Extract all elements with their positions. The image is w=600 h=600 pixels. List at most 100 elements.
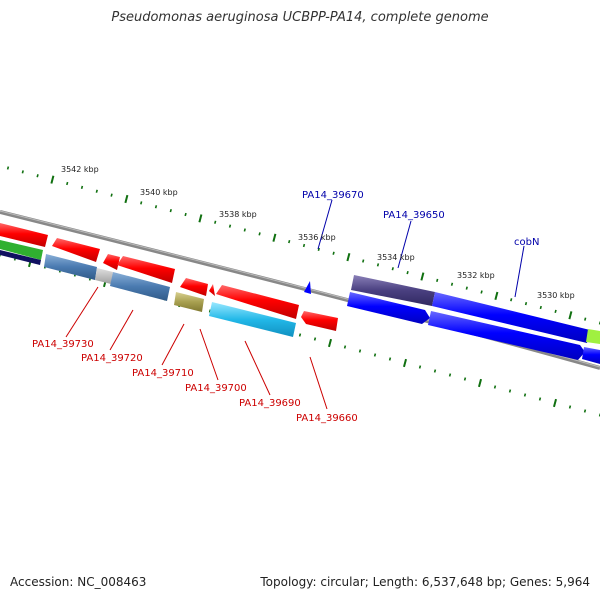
scale-minor-tick bbox=[465, 286, 468, 290]
scale-label: 3540 kbp bbox=[140, 188, 178, 197]
scale-minor-tick bbox=[510, 298, 513, 302]
gene-label-pa14-39710[interactable]: PA14_39710 bbox=[132, 368, 194, 379]
scale-major-tick bbox=[328, 338, 332, 348]
scale-minor-tick bbox=[298, 333, 302, 337]
gene-label-cobn[interactable]: cobN bbox=[514, 237, 539, 248]
leader-line bbox=[309, 356, 328, 410]
scale-labels: 3542 kbp 3540 kbp 3538 kbp 3536 kbp 3534… bbox=[61, 165, 575, 300]
gene-feature[interactable] bbox=[174, 292, 204, 312]
scale-major-tick bbox=[50, 175, 55, 184]
scale-minor-tick bbox=[436, 278, 439, 283]
scale-minor-tick bbox=[36, 174, 39, 178]
scale-minor-tick bbox=[228, 224, 232, 228]
gene-label-pa14-39730[interactable]: PA14_39730 bbox=[32, 339, 94, 350]
scale-label: 3538 kbp bbox=[219, 210, 257, 219]
scale-minor-tick bbox=[258, 232, 261, 236]
scale-minor-tick bbox=[6, 166, 10, 170]
gene-feature[interactable] bbox=[432, 292, 590, 343]
gene-feature[interactable] bbox=[103, 254, 120, 270]
scale-label: 3532 kbp bbox=[457, 271, 495, 280]
scale-minor-tick bbox=[508, 389, 512, 393]
scale-minor-tick bbox=[332, 251, 335, 255]
gene-feature[interactable] bbox=[582, 347, 600, 364]
scale-minor-tick bbox=[214, 220, 217, 224]
gene-feature[interactable] bbox=[304, 281, 311, 294]
scale-label: 3536 kbp bbox=[298, 233, 336, 242]
gene-feature[interactable] bbox=[347, 292, 430, 324]
gene-feature[interactable] bbox=[95, 268, 113, 284]
gene-feature[interactable] bbox=[209, 284, 215, 296]
scale-minor-tick bbox=[523, 393, 527, 397]
scale-minor-tick bbox=[80, 185, 84, 190]
scale-major-tick bbox=[198, 214, 203, 223]
gene-feature[interactable] bbox=[110, 272, 170, 301]
leader-line bbox=[109, 309, 134, 351]
scale-label: 3530 kbp bbox=[537, 291, 575, 300]
scale-minor-tick bbox=[184, 212, 187, 217]
scale-minor-tick bbox=[317, 247, 320, 252]
gene-feature[interactable] bbox=[209, 302, 296, 337]
scale-minor-tick bbox=[391, 267, 394, 271]
gene-feature[interactable] bbox=[0, 240, 43, 260]
scale-minor-tick bbox=[583, 409, 587, 413]
gene-feature[interactable] bbox=[301, 311, 338, 331]
scale-minor-tick bbox=[493, 385, 497, 389]
gene-feature[interactable] bbox=[428, 311, 585, 360]
scale-minor-tick bbox=[388, 357, 392, 361]
scale-label: 3534 kbp bbox=[377, 253, 415, 262]
scale-minor-tick bbox=[313, 337, 317, 341]
scale-major-tick bbox=[272, 233, 277, 242]
forward-strand-features bbox=[0, 240, 600, 364]
scale-minor-tick bbox=[448, 373, 452, 377]
gene-feature[interactable] bbox=[586, 329, 600, 344]
scale-major-tick bbox=[478, 378, 482, 388]
scale-major-tick bbox=[494, 291, 499, 300]
gene-feature[interactable] bbox=[216, 285, 299, 319]
leader-line bbox=[317, 199, 333, 250]
gene-feature[interactable] bbox=[52, 238, 100, 262]
scale-minor-tick bbox=[343, 345, 347, 349]
gene-label-pa14-39720[interactable]: PA14_39720 bbox=[81, 353, 143, 364]
scale-minor-tick bbox=[480, 290, 483, 294]
gene-label-pa14-39650[interactable]: PA14_39650 bbox=[383, 210, 445, 221]
scale-major-tick bbox=[553, 398, 557, 408]
gene-feature[interactable] bbox=[180, 278, 208, 296]
scale-minor-tick bbox=[169, 208, 172, 213]
scale-label: 3542 kbp bbox=[61, 165, 99, 174]
gene-label-pa14-39700[interactable]: PA14_39700 bbox=[185, 383, 247, 394]
scale-minor-tick bbox=[539, 305, 542, 310]
scale-minor-tick bbox=[288, 239, 291, 244]
leader-line bbox=[65, 286, 99, 338]
accession-text: Accession: NC_008463 bbox=[10, 575, 147, 589]
leader-line bbox=[199, 328, 219, 381]
gene-feature[interactable] bbox=[44, 254, 97, 280]
scale-minor-tick bbox=[95, 189, 98, 193]
scale-minor-tick bbox=[208, 309, 212, 313]
scale-major-tick bbox=[420, 272, 425, 281]
scale-minor-tick bbox=[538, 397, 542, 401]
gene-label-pa14-39690[interactable]: PA14_39690 bbox=[239, 398, 301, 409]
scale-major-tick bbox=[403, 358, 407, 368]
gene-feature[interactable] bbox=[351, 275, 435, 306]
top-gene-labels: PA14_39670 PA14_39650 cobN bbox=[302, 190, 539, 298]
gene-label-pa14-39670[interactable]: PA14_39670 bbox=[302, 190, 364, 201]
scale-minor-tick bbox=[373, 353, 377, 357]
scale-minor-tick bbox=[584, 317, 587, 321]
gene-feature[interactable] bbox=[117, 256, 175, 283]
leader-line bbox=[514, 245, 525, 298]
leader-line bbox=[244, 340, 271, 396]
scale-minor-tick bbox=[358, 349, 362, 353]
scale-minor-tick bbox=[524, 301, 528, 306]
scale-minor-tick bbox=[463, 377, 467, 381]
gene-feature[interactable] bbox=[0, 250, 41, 265]
scale-minor-tick bbox=[376, 263, 380, 267]
scale-major-tick bbox=[568, 311, 573, 320]
scale-minor-tick bbox=[362, 259, 365, 263]
gene-label-pa14-39660[interactable]: PA14_39660 bbox=[296, 413, 358, 424]
gene-feature[interactable] bbox=[0, 223, 48, 247]
scale-minor-tick bbox=[243, 228, 246, 232]
scale-minor-tick bbox=[154, 205, 158, 209]
bottom-gene-labels: PA14_39730 PA14_39720 PA14_39710 PA14_39… bbox=[32, 286, 358, 424]
reverse-strand-features bbox=[0, 223, 590, 343]
topology-text: Topology: circular; Length: 6,537,648 bp… bbox=[260, 575, 590, 589]
